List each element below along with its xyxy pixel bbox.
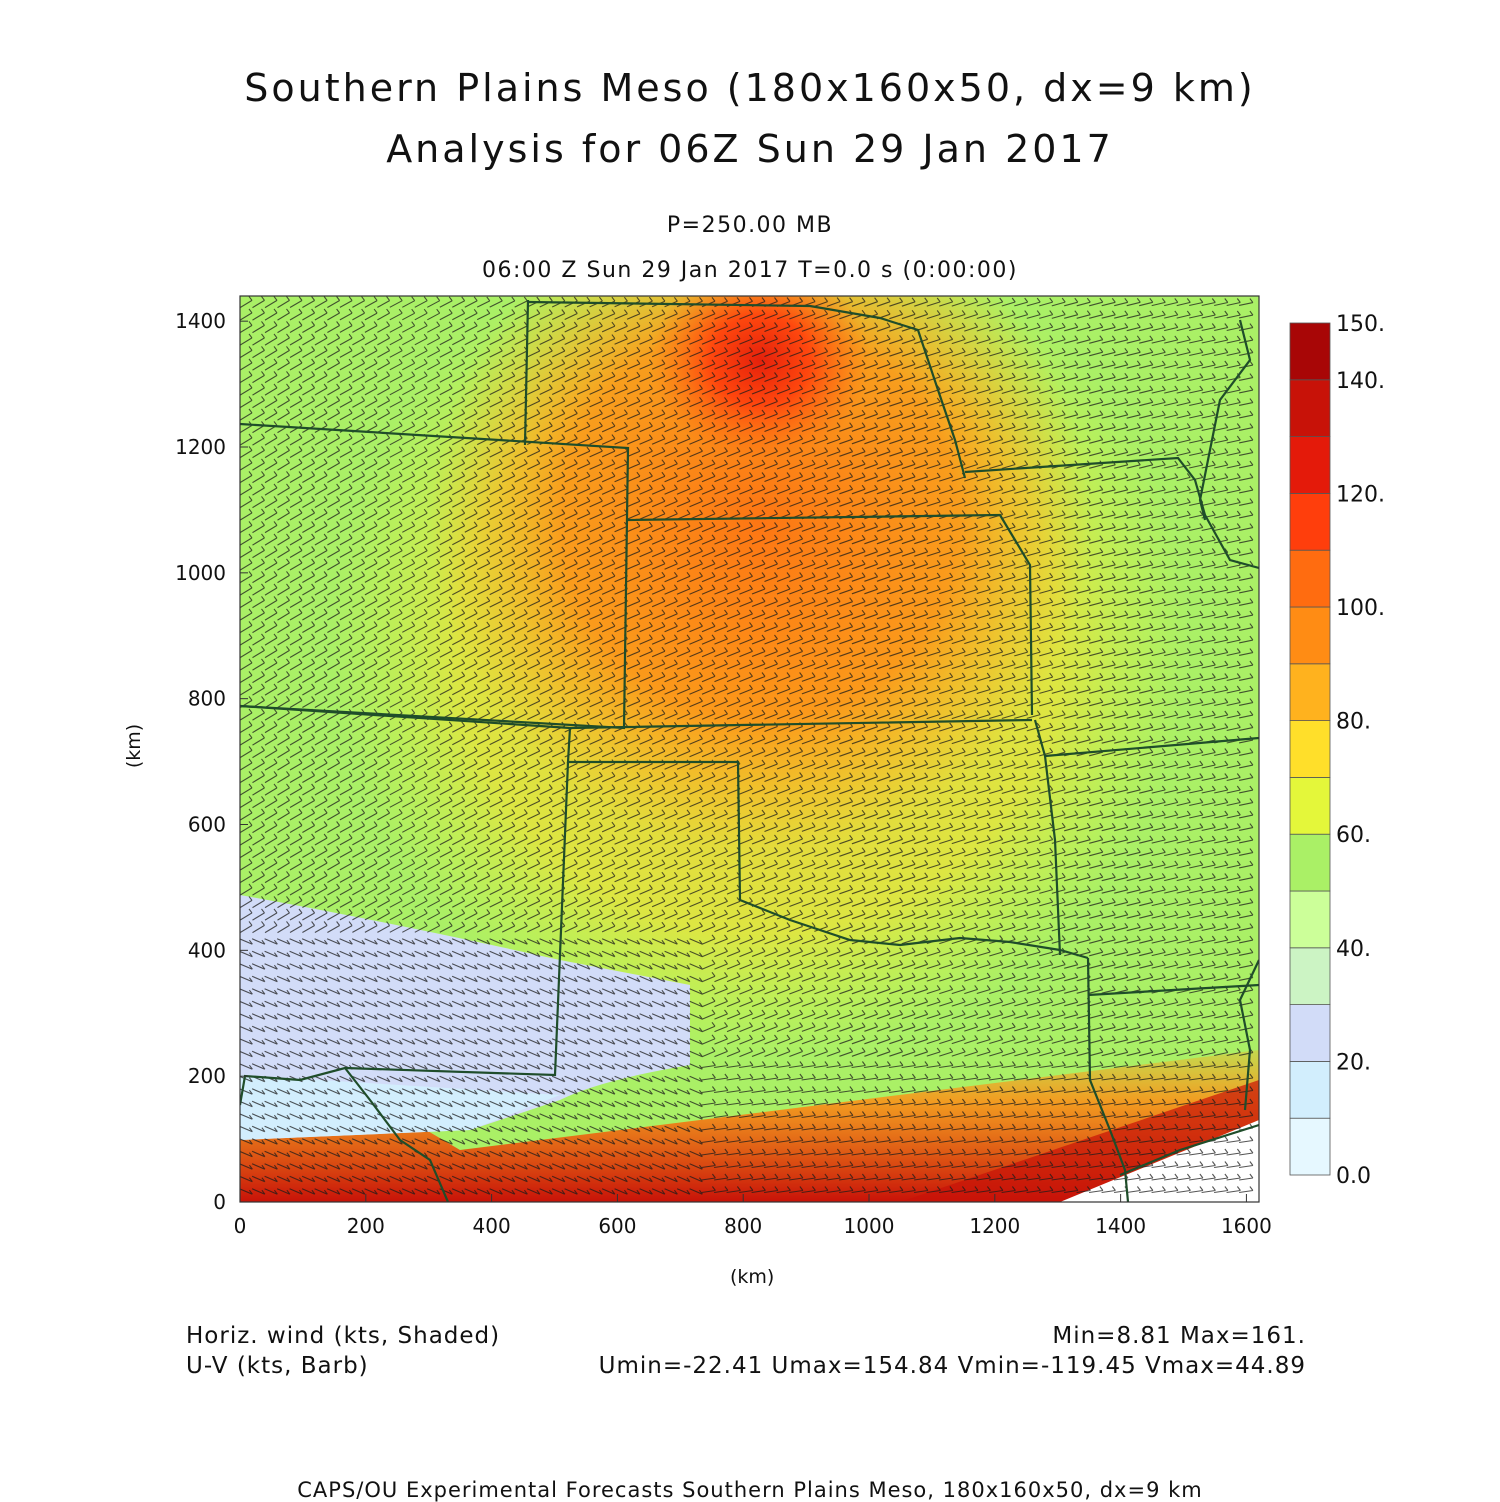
x-tick-label: 1400 — [1095, 1214, 1146, 1238]
colorbar-segment — [1289, 1004, 1331, 1062]
y-tick-label: 200 — [188, 1064, 226, 1088]
y-tick-label: 0 — [213, 1190, 226, 1214]
colorbar-label: 140. — [1336, 369, 1385, 394]
colorbar-label: 80. — [1336, 710, 1371, 735]
colorbar-segment — [1289, 379, 1331, 437]
colorbar-segment — [1289, 436, 1331, 494]
uv-range-values: Umin=-22.41 Umax=154.84 Vmin=-119.45 Vma… — [598, 1353, 1306, 1379]
title-line-2: Analysis for 06Z Sun 29 Jan 2017 — [386, 127, 1114, 171]
colorbar-label: 60. — [1336, 823, 1371, 848]
colorbar-segment — [1289, 492, 1331, 551]
shaded-field-label: Horiz. wind (kts, Shaded) — [186, 1323, 501, 1349]
colorbar-segment — [1289, 947, 1331, 1005]
colorbar-label: 20. — [1336, 1050, 1371, 1075]
y-tick-label: 800 — [188, 687, 226, 711]
colorbar-label: 100. — [1336, 596, 1385, 621]
colorbar: 150. 140. 120. 100. 80. 60. 40. 20. 0.0 — [1289, 312, 1385, 1189]
y-tick-label: 600 — [188, 813, 226, 837]
y-tick-label: 1400 — [175, 309, 226, 333]
x-tick-label: 1600 — [1221, 1214, 1272, 1238]
colorbar-segment — [1289, 1061, 1331, 1119]
y-tick-label: 1200 — [175, 435, 226, 459]
colorbar-segment — [1289, 833, 1331, 892]
x-tick-label: 200 — [347, 1214, 385, 1238]
colorbar-segment — [1289, 890, 1331, 949]
min-max-values: Min=8.81 Max=161. — [1052, 1323, 1306, 1349]
y-tick-label: 1000 — [175, 561, 226, 585]
y-axis-label: (km) — [123, 723, 146, 769]
title-line-1: Southern Plains Meso (180x160x50, dx=9 k… — [244, 66, 1256, 110]
x-axis: 0 200 400 600 800 1000 1200 1400 1600 — [234, 1194, 1272, 1238]
colorbar-segment — [1289, 720, 1331, 778]
valid-time: 06:00 Z Sun 29 Jan 2017 T=0.0 s (0:00:00… — [482, 258, 1018, 283]
x-tick-label: 600 — [598, 1214, 636, 1238]
footer-credit: CAPS/OU Experimental Forecasts Southern … — [297, 1478, 1203, 1502]
pressure-level: P=250.00 MB — [666, 213, 834, 238]
colorbar-segment — [1289, 322, 1331, 381]
colorbar-label: 40. — [1336, 937, 1371, 962]
shaded-wind-field — [240, 296, 1259, 1202]
barb-strokes — [240, 296, 1254, 1195]
colorbar-segment — [1289, 1117, 1331, 1176]
plot-frame — [239, 295, 1260, 1203]
x-tick-label: 1200 — [969, 1214, 1020, 1238]
y-tick-label: 400 — [188, 938, 226, 962]
x-tick-label: 800 — [724, 1214, 762, 1238]
x-axis-label: (km) — [730, 1266, 775, 1288]
colorbar-label: 150. — [1336, 312, 1385, 337]
colorbar-segment — [1289, 549, 1331, 608]
x-tick-label: 400 — [473, 1214, 511, 1238]
colorbar-label: 120. — [1336, 482, 1385, 507]
wind-barbs — [240, 296, 1254, 1195]
colorbar-label: 0.0 — [1336, 1164, 1371, 1189]
x-tick-label: 1000 — [844, 1214, 895, 1238]
y-axis: 0 200 400 600 800 1000 1200 1400 — [175, 309, 248, 1214]
colorbar-segment — [1289, 606, 1331, 665]
barb-field-label: U-V (kts, Barb) — [186, 1353, 369, 1379]
x-tick-label: 0 — [234, 1214, 247, 1238]
colorbar-segment — [1289, 663, 1331, 721]
state-boundaries — [240, 299, 1259, 1202]
colorbar-segment — [1289, 777, 1331, 835]
